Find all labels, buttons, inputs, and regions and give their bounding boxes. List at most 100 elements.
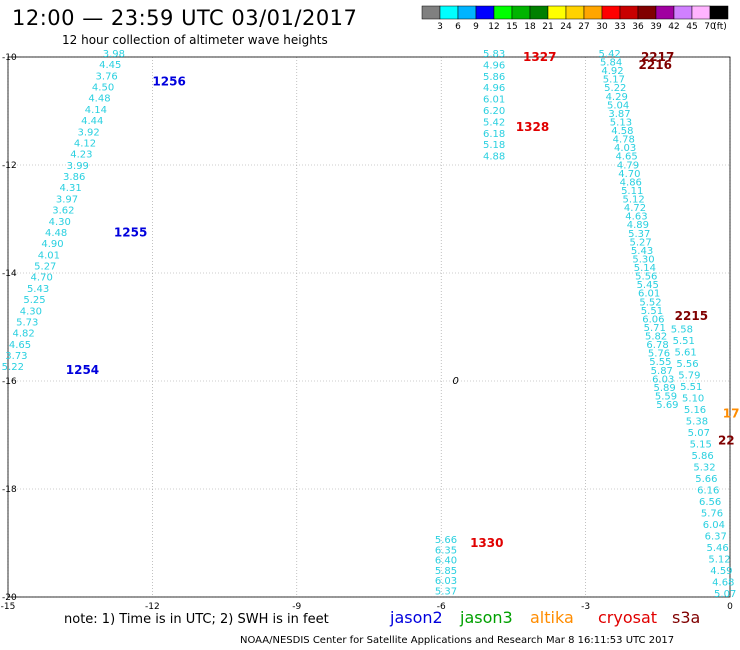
wave-height-value: 5.86: [483, 72, 505, 83]
pass-time-label: 1330: [470, 536, 503, 550]
colorbar-swatch: [565, 5, 585, 20]
colorbar-label: 3: [437, 22, 443, 32]
wave-height-value: 4.45: [99, 60, 121, 71]
colorbar-label: 36: [632, 22, 644, 32]
colorbar-label: 9: [473, 22, 479, 32]
wave-height-value: 5.84: [600, 58, 622, 69]
colorbar-swatch: [673, 5, 693, 20]
wave-height-value: 4.90: [41, 239, 63, 250]
colorbar-swatch: [619, 5, 639, 20]
wave-height-value: 5.27: [630, 237, 652, 248]
plot-border: [7, 56, 731, 598]
colorbar-swatch: [655, 5, 675, 20]
x-tick-label: -3: [581, 602, 590, 612]
wave-height-value: 4.14: [85, 105, 107, 116]
wave-height-value: 5.79: [678, 370, 700, 381]
wave-height-value: 5.66: [435, 535, 457, 546]
wave-height-value: 5.46: [707, 543, 729, 554]
y-tick-label: -14: [2, 269, 17, 279]
colorbar-label: 33: [614, 22, 625, 32]
wave-height-value: 5.86: [691, 451, 713, 462]
pass-time-label: 2216: [639, 58, 672, 72]
wave-height-value: 5.07: [714, 589, 736, 600]
wave-height-value: 4.23: [70, 150, 92, 161]
wave-height-value: 5.22: [2, 362, 24, 373]
pass-time-label: 1255: [114, 226, 147, 240]
wave-height-value: 3.86: [63, 172, 85, 183]
wave-height-value: 5.43: [631, 246, 653, 257]
wave-height-value: 3.97: [56, 194, 78, 205]
wave-height-value: 5.56: [676, 359, 698, 370]
wave-height-value: 4.30: [49, 217, 71, 228]
colorbar-label: 30: [596, 22, 608, 32]
wave-height-value: 6.40: [435, 556, 457, 567]
wave-height-value: 6.03: [435, 576, 457, 587]
wave-height-value: 4.31: [59, 183, 81, 194]
wave-height-value: 4.70: [31, 273, 53, 284]
tracks: 3.984.453.764.504.484.144.443.924.124.23…: [2, 49, 740, 600]
wave-height-value: 4.50: [92, 83, 114, 94]
wave-height-value: 5.51: [673, 336, 695, 347]
legend-item-altika: altika: [530, 608, 574, 627]
pass-time-label: 2215: [675, 309, 708, 323]
wave-height-value: 4.78: [613, 135, 635, 146]
colorbar-label: 27: [578, 22, 589, 32]
wave-height-value: 4.48: [45, 228, 67, 239]
y-tick-label: -18: [2, 485, 17, 495]
wave-height-value: 5.66: [695, 474, 717, 485]
note-text: note: 1) Time is in UTC; 2) SWH is in fe…: [64, 612, 329, 627]
wave-height-value: 4.86: [620, 177, 642, 188]
wave-height-value: 5.11: [621, 186, 643, 197]
colorbar-swatch: [601, 5, 621, 20]
wave-height-value: 5.51: [680, 382, 702, 393]
wave-height-value: 5.82: [645, 332, 667, 343]
colorbar-swatch: [457, 5, 477, 20]
wave-height-value: 5.89: [653, 383, 675, 394]
pass-time-label: 1256: [152, 74, 185, 88]
wave-height-value: 5.10: [682, 393, 704, 404]
wave-height-value: 5.07: [688, 428, 710, 439]
wave-height-value: 6.78: [646, 340, 668, 351]
wave-height-value: 5.71: [644, 323, 666, 334]
wave-height-value: 4.92: [601, 66, 623, 77]
wave-height-value: 5.38: [686, 416, 708, 427]
colorbar-swatch: [439, 5, 459, 20]
colorbar-unit: (ft): [713, 22, 727, 32]
wave-height-value: 3.98: [103, 49, 125, 60]
colorbar: 3 6 9 12 15 18 21 24 27 30 33 36 39 42 45 70(ft): [421, 5, 729, 32]
wave-height-value: 5.37: [435, 586, 457, 597]
colorbar-label: 12: [488, 22, 499, 32]
wave-height-value: 5.17: [603, 75, 625, 86]
colorbar-label: 39: [650, 22, 662, 32]
colorbar-swatch: [583, 5, 603, 20]
legend-item-jason3: jason3: [460, 608, 513, 627]
wave-height-value: 6.56: [699, 497, 721, 508]
wave-height-value: 3.87: [608, 109, 630, 120]
y-tick-label: -16: [2, 377, 17, 387]
wave-height-value: 4.03: [614, 143, 636, 154]
wave-height-value: 5.04: [607, 100, 629, 111]
wave-height-value: 6.20: [483, 106, 505, 117]
wave-height-value: 4.96: [483, 60, 505, 71]
wave-height-value: 6.16: [697, 485, 719, 496]
wave-height-value: 4.89: [627, 220, 649, 231]
colorbar-label: 70: [704, 22, 716, 32]
wave-height-value: 6.37: [705, 531, 727, 542]
wave-height-value: 5.87: [651, 366, 673, 377]
wave-height-value: 4.68: [712, 577, 734, 588]
wave-height-value: 3.92: [77, 127, 99, 138]
wave-height-value: 4.82: [13, 329, 35, 340]
x-tick-label: -12: [145, 602, 160, 612]
colorbar-label: 15: [506, 22, 517, 32]
wave-height-value: 5.43: [27, 284, 49, 295]
wave-height-value: 5.76: [648, 349, 670, 360]
colorbar-label: 45: [686, 22, 697, 32]
colorbar-swatch: [637, 5, 657, 20]
wave-height-value: 5.42: [483, 117, 505, 128]
pass-time-label: 2217: [641, 50, 674, 64]
wave-height-value: 5.69: [656, 400, 678, 411]
wave-height-value: 4.63: [625, 212, 647, 223]
colorbar-swatch: [691, 5, 711, 20]
legend-item-jason2: jason2: [390, 608, 443, 627]
